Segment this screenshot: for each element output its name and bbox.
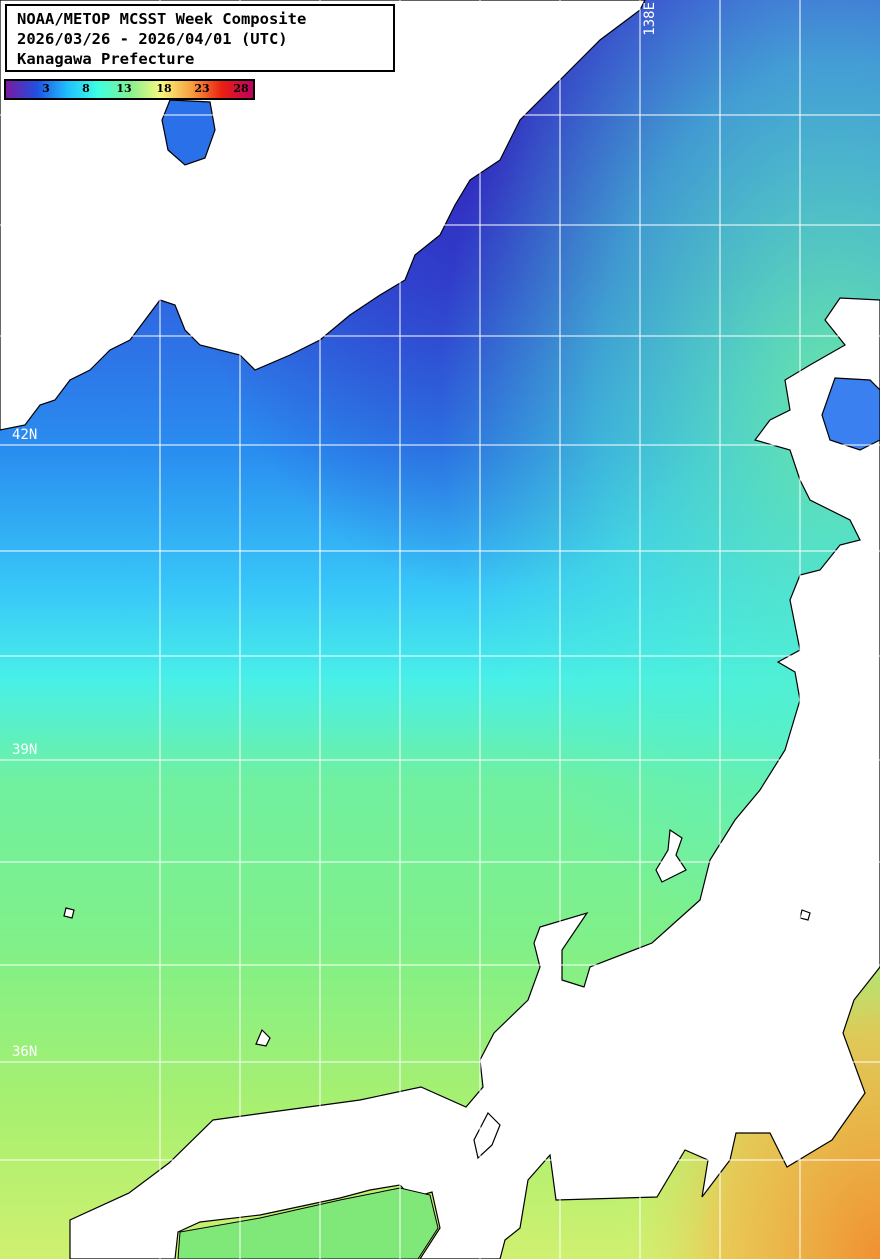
oki-island [255,1028,271,1047]
small-island [63,907,75,919]
title-line-1: NOAA/METOP MCSST Week Composite [17,10,307,28]
latitude-label-39n: 39N [12,742,38,758]
small-island [799,909,811,921]
sado-island [655,828,687,883]
colorbar-tick: 23 [194,82,210,95]
temperature-colorbar: 3 8 13 18 23 28 [4,79,255,100]
latitude-label-42n: 42N [12,427,38,443]
colorbar-tick: 3 [42,82,50,95]
colorbar-tick: 28 [233,82,249,95]
uchiura-bay [821,377,880,451]
inland-bay [161,99,216,166]
longitude-label-138e: 138E [642,2,658,36]
asian-mainland [0,0,646,431]
latitude-label-36n: 36N [12,1044,38,1060]
colorbar-tick: 8 [82,82,90,95]
colorbar-tick: 13 [116,82,132,95]
title-line-2: 2026/03/26 - 2026/04/01 (UTC) [17,30,288,48]
title-box: NOAA/METOP MCSST Week Composite 2026/03/… [5,4,395,72]
colorbar-tick: 18 [156,82,172,95]
title-line-3: Kanagawa Prefecture [17,50,195,68]
